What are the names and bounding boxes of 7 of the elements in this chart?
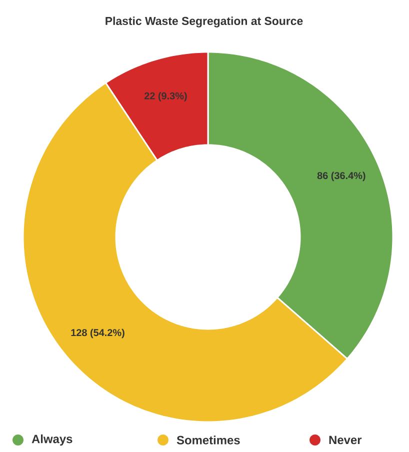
data-label: 86 (36.4%) [317,172,366,182]
chart-title: Plastic Waste Segregation at Source [106,16,303,28]
legend-label: Always [32,434,72,446]
data-label: 128 (54.2%) [71,328,124,338]
legend-label: Sometimes [176,436,240,444]
legend-label: Never [329,436,362,444]
data-label: 22 (9.3%) [144,92,187,102]
